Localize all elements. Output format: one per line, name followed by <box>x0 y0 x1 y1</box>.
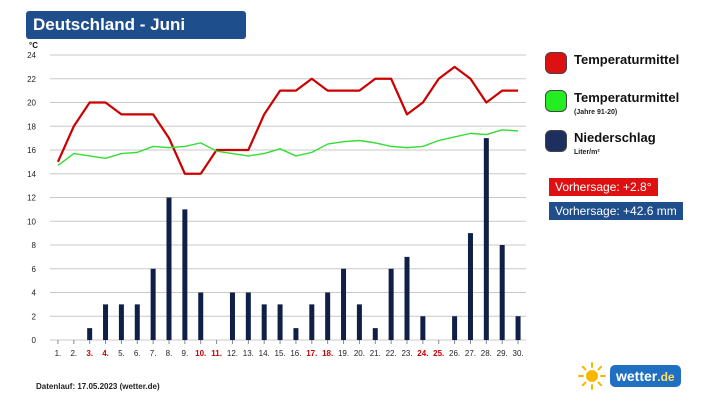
x-tick-label: 18. <box>322 349 333 358</box>
x-tick-label: 7. <box>150 349 157 358</box>
y-tick-label: 8 <box>32 241 37 250</box>
precip-bar <box>198 292 204 340</box>
precip-bar <box>229 292 235 340</box>
legend-label: Temperaturmittel <box>574 90 680 105</box>
y-tick-label: 24 <box>27 51 36 60</box>
precip-bar <box>467 233 473 340</box>
y-tick-label: 16 <box>27 146 36 155</box>
x-tick-label: 30. <box>513 349 524 358</box>
normal-temperature-line <box>57 129 519 166</box>
precip-bar <box>277 304 283 340</box>
precip-bar <box>87 328 93 340</box>
x-tick-label: 11. <box>211 349 222 358</box>
x-tick-label: 25. <box>433 349 444 358</box>
x-tick-label: 23. <box>401 349 412 358</box>
y-tick-label: 18 <box>27 122 36 131</box>
x-tick-label: 13. <box>243 349 254 358</box>
y-tick-label: 6 <box>32 265 37 274</box>
y-tick-label: 14 <box>27 170 36 179</box>
brand-logo: wetter.de <box>578 362 681 390</box>
x-tick-label: 29. <box>497 349 508 358</box>
y-tick-label: 4 <box>32 289 37 298</box>
precip-bar <box>245 292 251 340</box>
x-axis: 1. 2. 3. 4. 5. 6. 7. 8. 9. 10. 11. 12. 13. 14. 15. 16. 1… <box>55 340 524 358</box>
x-tick-label: 26. <box>449 349 460 358</box>
precip-bar <box>261 304 267 340</box>
x-tick-label: 17. <box>306 349 317 358</box>
legend-sublabel: Liter/m² <box>574 149 600 156</box>
x-tick-label: 14. <box>259 349 270 358</box>
legend-item-precipitation: Niederschlag Liter/m² <box>545 130 656 157</box>
x-tick-label: 5. <box>118 349 125 358</box>
precip-bar <box>420 316 426 340</box>
precip-bar <box>293 328 299 340</box>
legend-sublabel: (Jahre 91-20) <box>574 109 618 116</box>
legend-label: Niederschlag <box>574 130 656 145</box>
legend-swatch-temperature <box>545 52 567 74</box>
precip-bar <box>309 304 315 340</box>
y-tick-label: 12 <box>27 194 36 203</box>
x-tick-label: 15. <box>275 349 286 358</box>
forecast-precip-badge: Vorhersage: +42.6 mm <box>549 202 683 220</box>
x-tick-label: 12. <box>227 349 238 358</box>
precip-bar <box>341 268 347 340</box>
precip-bar <box>118 304 124 340</box>
x-tick-label: 6. <box>134 349 141 358</box>
legend-item-normal-temperature: Temperaturmittel (Jahre 91-20) <box>545 90 679 117</box>
x-tick-label: 28. <box>481 349 492 358</box>
x-tick-label: 2. <box>70 349 77 358</box>
y-tick-label: 0 <box>32 336 37 345</box>
precip-bar <box>388 268 394 340</box>
y-axis-label: °C <box>29 41 38 50</box>
legend-item-temperature: Temperaturmittel <box>545 52 679 74</box>
brand-wordmark: wetter.de <box>610 365 681 387</box>
precip-bar <box>452 316 458 340</box>
x-tick-label: 20. <box>354 349 365 358</box>
x-tick-label: 4. <box>102 349 109 358</box>
x-tick-label: 8. <box>166 349 173 358</box>
precip-bar <box>325 292 331 340</box>
x-tick-label: 21. <box>370 349 381 358</box>
precip-bar <box>372 328 378 340</box>
legend-label: Temperaturmittel <box>574 52 680 67</box>
legend-swatch-precipitation <box>545 130 567 152</box>
precip-bar <box>356 304 362 340</box>
x-tick-label: 1. <box>55 349 62 358</box>
precip-bar <box>404 256 410 340</box>
data-run-footer: Datenlauf: 17.05.2023 (wetter.de) <box>36 382 160 391</box>
precip-bar <box>499 245 505 340</box>
x-tick-label: 24. <box>417 349 428 358</box>
x-tick-label: 10. <box>195 349 206 358</box>
x-tick-label: 22. <box>386 349 397 358</box>
x-tick-label: 16. <box>290 349 301 358</box>
legend-swatch-normal <box>545 90 567 112</box>
precip-bar <box>182 209 188 340</box>
temp-lines <box>56 65 519 175</box>
precip-bar <box>166 197 172 340</box>
precip-bar <box>134 304 140 340</box>
x-tick-label: 27. <box>465 349 476 358</box>
y-tick-label: 10 <box>27 217 36 226</box>
x-tick-label: 3. <box>86 349 93 358</box>
x-tick-label: 9. <box>182 349 189 358</box>
precip-bar <box>103 304 109 340</box>
chart-title: Deutschland - Juni <box>26 11 246 39</box>
x-tick-label: 19. <box>338 349 349 358</box>
y-tick-label: 2 <box>32 312 37 321</box>
sun-icon <box>578 362 606 390</box>
temperature-line <box>56 65 519 175</box>
precip-bar <box>515 316 521 340</box>
precip-bar <box>150 268 156 340</box>
precip-bar <box>483 138 489 340</box>
y-tick-label: 20 <box>27 99 36 108</box>
precip-bars <box>87 138 521 340</box>
forecast-temp-badge: Vorhersage: +2.8° <box>549 178 658 196</box>
y-tick-label: 22 <box>27 75 36 84</box>
grid-lines <box>50 54 526 341</box>
